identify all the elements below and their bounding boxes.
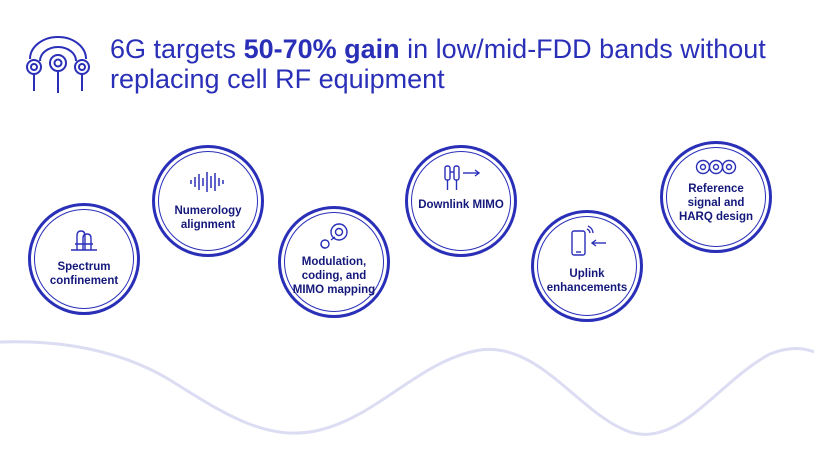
spectrum-filter-icon — [71, 230, 97, 251]
node-label: Spectrum confinement — [49, 261, 119, 287]
antenna-array-icon — [26, 36, 90, 93]
phone-uplink-icon — [571, 225, 606, 256]
modulation-icon — [320, 223, 348, 249]
node-label: Uplink enhancements — [546, 268, 628, 294]
node-label: Reference signal and HARQ design — [678, 183, 754, 223]
node-label: Downlink MIMO — [418, 199, 504, 211]
node-spectrum-confinement: Spectrum confinement — [28, 203, 140, 315]
antenna-downlink-icon — [444, 165, 481, 190]
decorative-wave — [0, 340, 814, 436]
node-downlink-mimo: Downlink MIMO — [405, 145, 517, 257]
node-label: Modulation, coding, and MIMO mapping — [292, 256, 376, 296]
node-reference-signal-harq: Reference signal and HARQ design — [660, 141, 772, 253]
linked-rings-icon — [695, 159, 737, 175]
page-title: 6G targets 50-70% gain in low/mid-FDD ba… — [110, 34, 766, 94]
node-uplink-enhancements: Uplink enhancements — [531, 210, 643, 322]
waveform-icon — [190, 172, 224, 192]
node-label: Numerology alignment — [174, 205, 242, 231]
title-highlight: 50-70% gain — [243, 34, 400, 64]
node-modulation-coding-mimo: Modulation, coding, and MIMO mapping — [278, 206, 390, 318]
node-numerology-alignment: Numerology alignment — [152, 145, 264, 257]
